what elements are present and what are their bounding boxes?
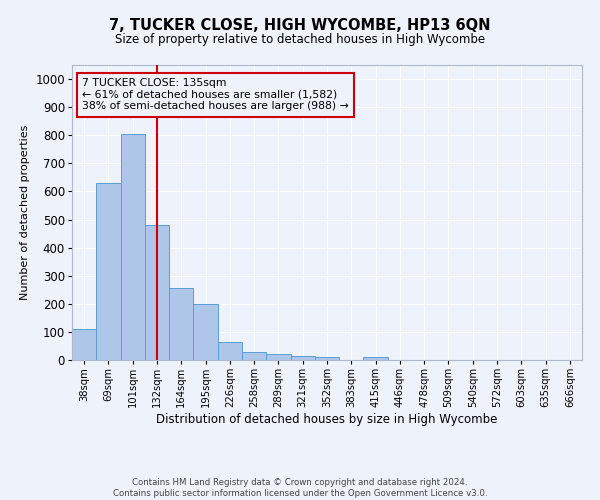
Text: Contains HM Land Registry data © Crown copyright and database right 2024.
Contai: Contains HM Land Registry data © Crown c… xyxy=(113,478,487,498)
Text: Size of property relative to detached houses in High Wycombe: Size of property relative to detached ho… xyxy=(115,32,485,46)
Bar xyxy=(364,356,388,360)
Bar xyxy=(96,183,121,360)
Bar xyxy=(72,329,96,360)
Bar xyxy=(290,356,315,360)
Bar xyxy=(193,304,218,360)
Bar xyxy=(121,134,145,360)
Text: 7 TUCKER CLOSE: 135sqm
← 61% of detached houses are smaller (1,582)
38% of semi-: 7 TUCKER CLOSE: 135sqm ← 61% of detached… xyxy=(82,78,349,112)
Bar xyxy=(169,288,193,360)
Bar xyxy=(315,357,339,360)
Y-axis label: Number of detached properties: Number of detached properties xyxy=(20,125,30,300)
Text: 7, TUCKER CLOSE, HIGH WYCOMBE, HP13 6QN: 7, TUCKER CLOSE, HIGH WYCOMBE, HP13 6QN xyxy=(109,18,491,32)
Bar xyxy=(266,354,290,360)
Bar xyxy=(218,342,242,360)
Bar xyxy=(242,352,266,360)
X-axis label: Distribution of detached houses by size in High Wycombe: Distribution of detached houses by size … xyxy=(157,413,497,426)
Bar xyxy=(145,225,169,360)
